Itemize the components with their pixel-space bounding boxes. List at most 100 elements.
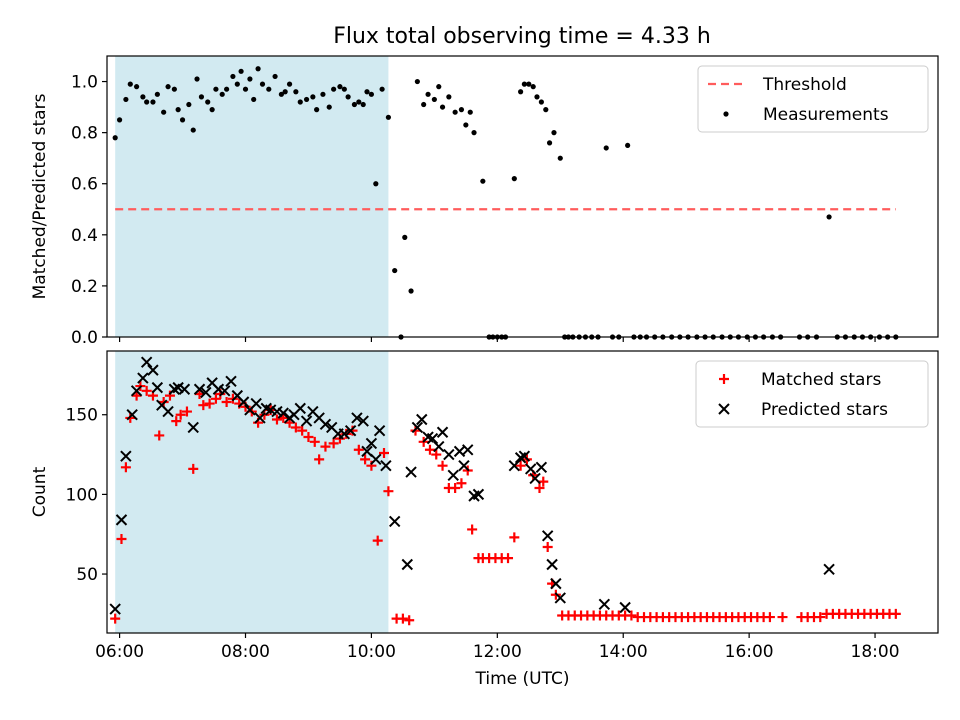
data-point	[247, 76, 253, 82]
data-point	[538, 476, 549, 487]
data-point	[405, 466, 417, 478]
data-point	[392, 267, 398, 274]
data-point	[446, 94, 452, 100]
data-point	[326, 104, 332, 110]
data-point	[198, 400, 209, 411]
x-tick-label: 14:00	[599, 642, 648, 662]
data-point	[150, 99, 156, 105]
data-point	[271, 414, 282, 425]
data-point	[205, 99, 211, 105]
data-point	[293, 89, 299, 95]
x-tick-label: 06:00	[95, 642, 144, 662]
data-point	[357, 415, 369, 427]
data-point	[278, 412, 289, 423]
x-axis-label: Time (UTC)	[475, 669, 570, 689]
data-point	[190, 127, 196, 133]
data-point	[364, 89, 370, 95]
data-point	[266, 86, 272, 92]
data-point	[509, 532, 520, 543]
data-point	[370, 453, 382, 466]
data-point	[373, 181, 379, 187]
data-point	[116, 534, 127, 544]
data-point	[120, 462, 131, 473]
x-tick-label: 18:00	[851, 642, 900, 662]
data-point	[351, 101, 358, 108]
data-point	[204, 398, 215, 409]
data-point	[320, 91, 326, 97]
data-point	[300, 415, 313, 427]
observing-span	[115, 56, 389, 337]
data-point	[165, 84, 171, 90]
data-point	[361, 445, 373, 458]
data-point	[187, 421, 199, 434]
data-point	[467, 524, 478, 535]
data-point	[116, 117, 123, 123]
data-point	[598, 598, 611, 611]
data-point	[219, 385, 231, 397]
data-point	[353, 444, 364, 455]
data-point	[147, 364, 159, 376]
data-point	[193, 383, 206, 395]
data-point	[472, 488, 485, 501]
data-point	[379, 86, 385, 92]
data-point	[213, 86, 219, 92]
legend-label: Threshold	[762, 75, 847, 95]
data-point	[251, 96, 257, 103]
data-point	[826, 214, 832, 220]
y-tick-label: 100	[66, 485, 98, 505]
data-point	[338, 428, 351, 440]
y-tick-label: 0.2	[71, 277, 98, 297]
data-point	[433, 440, 445, 453]
data-point	[272, 73, 278, 80]
data-point	[511, 176, 517, 182]
data-point	[127, 81, 133, 87]
data-point	[534, 94, 540, 100]
data-point	[421, 101, 427, 108]
data-point	[171, 416, 182, 427]
x-tick-label: 08:00	[221, 642, 270, 662]
data-point	[450, 483, 461, 494]
data-point	[619, 601, 631, 614]
data-point	[141, 385, 152, 396]
data-point	[337, 84, 343, 90]
x-tick-label: 10:00	[347, 642, 396, 662]
data-point	[467, 109, 473, 115]
data-point	[181, 406, 192, 417]
data-point	[140, 356, 153, 368]
data-point	[178, 383, 191, 395]
data-point	[518, 450, 531, 462]
legend-label: Measurements	[763, 105, 889, 125]
data-point	[161, 109, 167, 115]
data-point	[130, 385, 143, 397]
data-point	[414, 78, 420, 85]
data-point	[815, 612, 826, 623]
data-point	[404, 615, 415, 626]
data-point	[534, 483, 545, 494]
data-point	[551, 130, 557, 136]
data-point	[120, 450, 132, 462]
data-point	[294, 402, 306, 415]
data-point	[144, 99, 150, 105]
data-point	[344, 424, 357, 437]
data-point	[458, 107, 465, 113]
data-point	[538, 99, 544, 105]
data-point	[347, 425, 358, 436]
data-point	[436, 84, 442, 90]
y-axis-label: Count	[30, 466, 50, 517]
data-point	[290, 422, 301, 433]
data-point	[365, 437, 378, 450]
data-point	[230, 73, 236, 80]
data-point	[320, 441, 331, 452]
panel-counts: 50 100 150 06:00 08:00 10:00 12:00 14:00 16:00 18…	[30, 350, 939, 689]
data-point	[518, 89, 524, 95]
data-point	[297, 425, 308, 436]
data-point	[529, 472, 541, 485]
data-point	[508, 460, 521, 472]
data-point	[255, 66, 261, 72]
data-point	[373, 424, 386, 437]
legend-label: Matched stars	[761, 370, 881, 390]
data-point	[219, 91, 225, 97]
data-point	[424, 444, 435, 455]
data-point	[550, 577, 562, 590]
data-point	[137, 372, 149, 384]
